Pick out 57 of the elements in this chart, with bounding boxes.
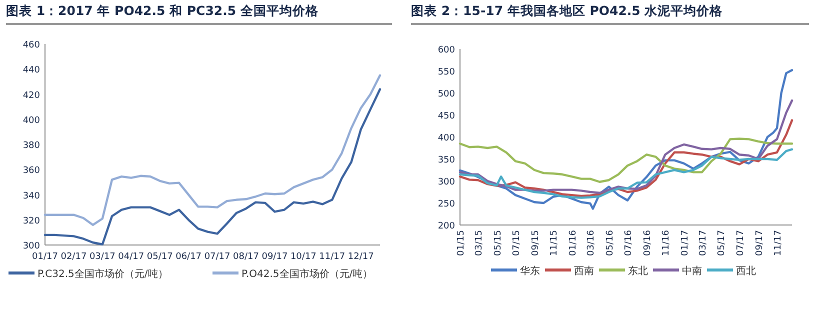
y-tick-label: 400 xyxy=(438,134,456,144)
x-tick-label: 09/16 xyxy=(643,230,654,256)
legend-label: P.C32.5全国市场价（元/吨） xyxy=(38,268,168,280)
x-tick-label: 07/17 xyxy=(204,252,230,262)
legend-label: 东北 xyxy=(628,265,648,277)
y-tick-label: 360 xyxy=(22,166,40,176)
y-tick-label: 440 xyxy=(22,66,40,76)
x-tick-label: 05/17 xyxy=(146,252,173,262)
y-tick-label: 550 xyxy=(438,68,456,78)
y-tick-label: 250 xyxy=(438,200,456,210)
x-tick-label: 03/16 xyxy=(586,230,597,256)
y-tick-label: 500 xyxy=(438,90,456,100)
x-tick-label: 05/16 xyxy=(605,230,616,256)
y-tick-label: 400 xyxy=(22,116,40,126)
y-tick-label: 350 xyxy=(438,156,456,166)
x-tick-label: 07/15 xyxy=(512,230,522,256)
y-tick-label: 300 xyxy=(22,242,40,252)
x-tick-label: 06/17 xyxy=(176,252,202,262)
x-tick-label: 09/17 xyxy=(262,252,288,262)
y-tick-label: 200 xyxy=(438,222,456,232)
x-tick-label: 04/17 xyxy=(118,252,144,262)
x-tick-label: 05/15 xyxy=(493,230,504,256)
x-tick-label: 08/17 xyxy=(233,252,259,262)
y-tick-label: 600 xyxy=(438,46,456,56)
x-tick-label: 03/17 xyxy=(698,230,708,256)
y-tick-label: 340 xyxy=(22,191,40,202)
legend-label: 华东 xyxy=(520,265,540,277)
chart-title: 图表 1：2017 年 PO42.5 和 PC32.5 全国平均价格 xyxy=(6,3,320,18)
x-tick-label: 07/16 xyxy=(624,230,634,256)
y-tick-label: 460 xyxy=(22,40,40,50)
x-tick-label: 11/17 xyxy=(773,230,784,256)
x-tick-label: 11/17 xyxy=(319,252,346,262)
y-tick-label: 450 xyxy=(438,112,456,122)
x-tick-label: 11/15 xyxy=(550,230,560,256)
x-tick-label: 09/15 xyxy=(530,230,541,256)
y-tick-label: 420 xyxy=(22,90,40,101)
x-tick-label: 05/17 xyxy=(717,230,728,256)
x-tick-label: 01/15 xyxy=(456,230,466,256)
y-tick-label: 300 xyxy=(438,178,456,188)
legend-label: 中南 xyxy=(682,265,702,277)
x-tick-label: 01/16 xyxy=(568,230,578,256)
y-tick-label: 320 xyxy=(22,216,40,226)
x-tick-label: 01/17 xyxy=(680,230,690,256)
x-tick-label: 07/17 xyxy=(736,230,746,256)
x-tick-label: 03/15 xyxy=(474,230,485,256)
x-tick-label: 10/17 xyxy=(290,252,316,262)
x-tick-label: 01/17 xyxy=(32,252,58,262)
x-tick-label: 09/17 xyxy=(754,230,765,256)
x-tick-label: 12/17 xyxy=(348,252,374,262)
chart-title: 图表 2：15-17 年我国各地区 PO42.5 水泥平均价格 xyxy=(411,3,724,18)
legend-label: 西南 xyxy=(574,265,594,277)
x-tick-label: 03/17 xyxy=(89,252,116,262)
legend-label: 西北 xyxy=(736,265,756,277)
x-tick-label: 02/17 xyxy=(60,252,87,262)
y-tick-label: 380 xyxy=(22,141,40,151)
x-tick-label: 11/16 xyxy=(662,230,672,256)
legend-label: P.O42.5全国市场价（元/吨） xyxy=(242,268,373,280)
